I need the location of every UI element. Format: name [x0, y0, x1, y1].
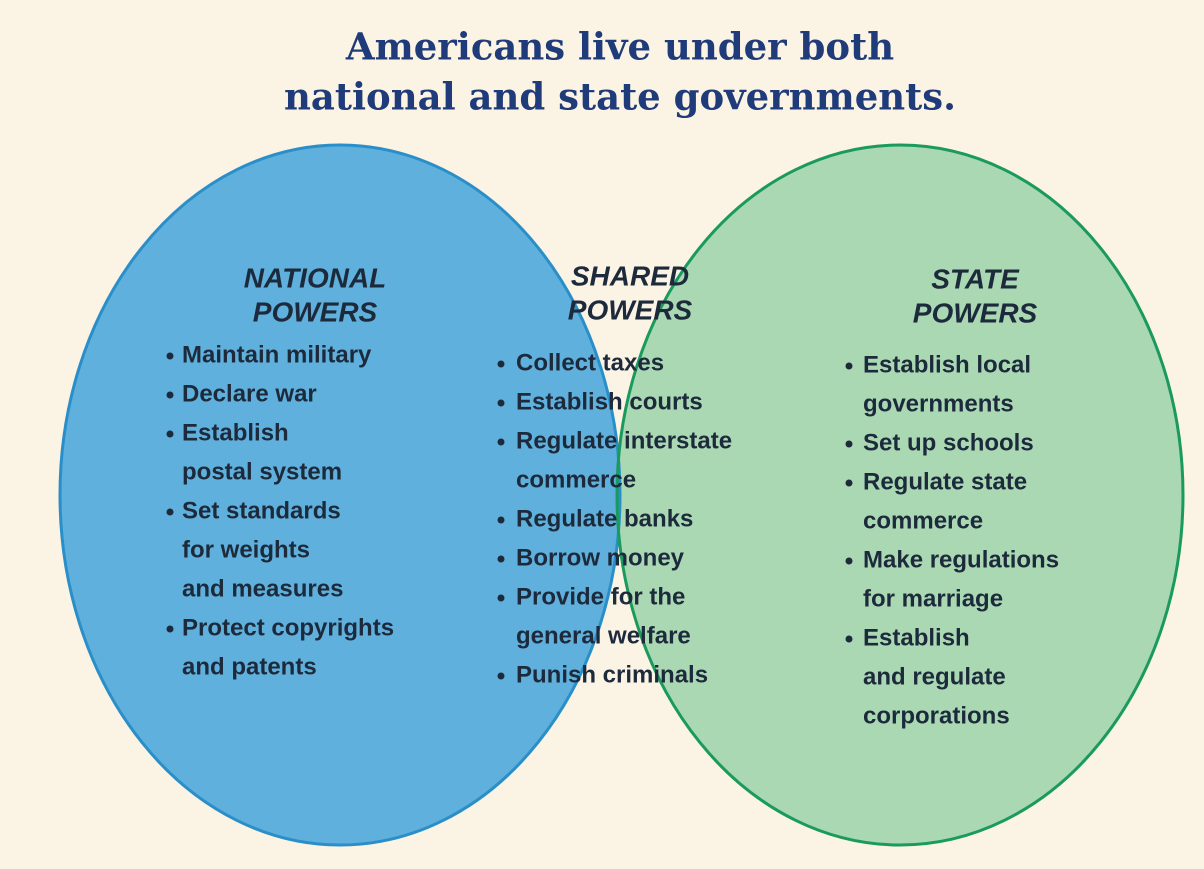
bullet — [845, 362, 853, 370]
item-text: and measures — [182, 575, 343, 602]
item-text: for weights — [182, 536, 310, 563]
item-text: Declare war — [182, 380, 317, 407]
national-circle — [60, 145, 620, 845]
item-text: Make regulations — [863, 546, 1059, 573]
item-text: for marriage — [863, 585, 1003, 612]
item-text: commerce — [516, 466, 636, 493]
item-text: Maintain military — [182, 341, 372, 368]
bullet — [497, 672, 505, 680]
item-text: postal system — [182, 458, 342, 485]
item-text: Punish criminals — [516, 661, 708, 688]
set-heading: POWERS — [913, 297, 1038, 328]
state-outline — [615, 143, 1185, 847]
set-heading: SHARED — [571, 260, 689, 291]
item-text: Establish local — [863, 351, 1031, 378]
set-heading: POWERS — [568, 294, 693, 325]
bullet — [845, 557, 853, 565]
item-text: Set standards — [182, 497, 341, 524]
item-text: and regulate — [863, 663, 1006, 690]
set-heading: POWERS — [253, 296, 378, 327]
item-text: general welfare — [516, 622, 691, 649]
title-line: Americans live under both — [345, 25, 894, 69]
item-text: Regulate interstate — [516, 427, 732, 454]
title-line: national and state governments. — [284, 75, 956, 119]
bullet — [497, 360, 505, 368]
bullet — [497, 438, 505, 446]
item-text: Set up schools — [863, 429, 1034, 456]
item-text: commerce — [863, 507, 983, 534]
item-text: and patents — [182, 653, 317, 680]
bullet — [497, 594, 505, 602]
national-outline — [58, 143, 622, 847]
state-circle — [617, 145, 1183, 845]
set-heading: STATE — [931, 263, 1020, 294]
bullet — [497, 555, 505, 563]
item-text: Establish — [863, 624, 970, 651]
item-text: Protect copyrights — [182, 614, 394, 641]
bullet — [845, 635, 853, 643]
item-text: Regulate banks — [516, 505, 693, 532]
bullet — [166, 508, 174, 516]
bullet — [845, 479, 853, 487]
bullet — [497, 516, 505, 524]
item-text: Regulate state — [863, 468, 1027, 495]
item-text: governments — [863, 390, 1014, 417]
content: Americans live under both national and st… — [166, 25, 1059, 729]
item-text: Establish courts — [516, 388, 703, 415]
bullet — [166, 391, 174, 399]
item-text: corporations — [863, 702, 1010, 729]
item-text: Borrow money — [516, 544, 685, 571]
bullet — [166, 430, 174, 438]
bullet — [166, 352, 174, 360]
item-text: Provide for the — [516, 583, 685, 610]
bullet — [166, 625, 174, 633]
bullet — [497, 399, 505, 407]
item-text: Collect taxes — [516, 349, 664, 376]
set-heading: NATIONAL — [244, 262, 387, 293]
bullet — [845, 440, 853, 448]
item-text: Establish — [182, 419, 289, 446]
